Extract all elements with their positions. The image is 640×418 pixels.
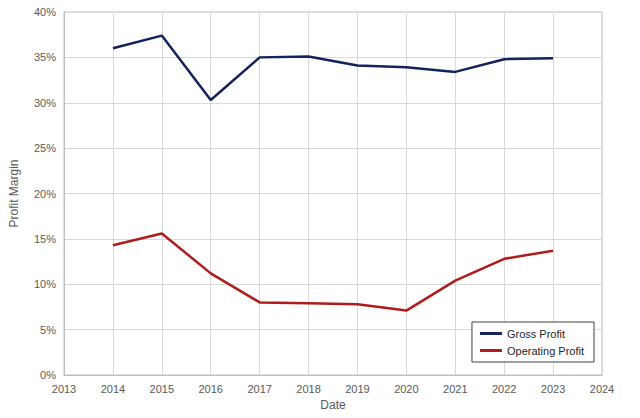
svg-text:40%: 40% <box>34 6 56 18</box>
svg-text:25%: 25% <box>34 142 56 154</box>
svg-text:2023: 2023 <box>541 383 565 395</box>
svg-text:2019: 2019 <box>345 383 369 395</box>
svg-text:2020: 2020 <box>394 383 418 395</box>
svg-text:Profit Margin: Profit Margin <box>7 159 21 227</box>
svg-text:20%: 20% <box>34 188 56 200</box>
svg-text:2022: 2022 <box>492 383 516 395</box>
svg-text:2013: 2013 <box>52 383 76 395</box>
svg-text:2016: 2016 <box>198 383 222 395</box>
svg-text:0%: 0% <box>40 369 56 381</box>
svg-text:5%: 5% <box>40 324 56 336</box>
svg-text:2017: 2017 <box>247 383 271 395</box>
svg-text:35%: 35% <box>34 51 56 63</box>
svg-text:10%: 10% <box>34 278 56 290</box>
svg-text:Date: Date <box>320 398 346 412</box>
svg-text:2015: 2015 <box>150 383 174 395</box>
svg-text:2021: 2021 <box>443 383 467 395</box>
svg-text:30%: 30% <box>34 97 56 109</box>
svg-text:Gross Profit: Gross Profit <box>507 328 565 340</box>
svg-text:2024: 2024 <box>590 383 614 395</box>
svg-text:15%: 15% <box>34 233 56 245</box>
svg-text:Operating Profit: Operating Profit <box>507 345 584 357</box>
svg-text:2018: 2018 <box>296 383 320 395</box>
svg-text:2014: 2014 <box>101 383 125 395</box>
